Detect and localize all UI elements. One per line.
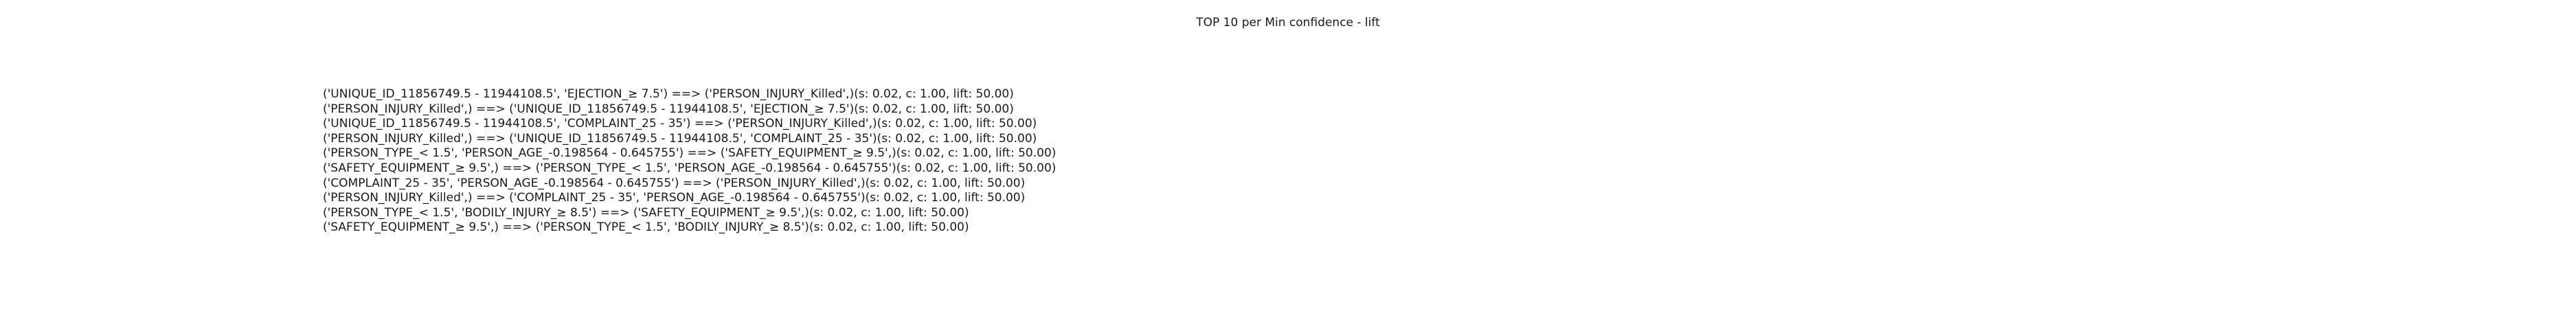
- rule-line: ('SAFETY_EQUIPMENT_≥ 9.5',) ==> ('PERSON…: [323, 161, 1057, 175]
- association-rules-list: ('UNIQUE_ID_11856749.5 - 11944108.5', 'E…: [323, 87, 1056, 236]
- rule-line: ('PERSON_INJURY_Killed',) ==> ('COMPLAIN…: [323, 191, 1026, 205]
- rule-line: ('UNIQUE_ID_11856749.5 - 11944108.5', 'E…: [323, 87, 1014, 101]
- chart-title: TOP 10 per Min confidence - lift: [1196, 16, 1380, 30]
- rule-line: ('PERSON_INJURY_Killed',) ==> ('UNIQUE_I…: [323, 102, 1014, 116]
- rule-line: ('SAFETY_EQUIPMENT_≥ 9.5',) ==> ('PERSON…: [323, 220, 969, 235]
- rule-line: ('PERSON_TYPE_< 1.5', 'BODILY_INJURY_≥ 8…: [323, 205, 969, 220]
- rule-line: ('PERSON_TYPE_< 1.5', 'PERSON_AGE_-0.198…: [323, 146, 1057, 161]
- rule-line: ('PERSON_INJURY_Killed',) ==> ('UNIQUE_I…: [323, 131, 1037, 146]
- rule-line: ('COMPLAINT_25 - 35', 'PERSON_AGE_-0.198…: [323, 176, 1026, 190]
- rule-line: ('UNIQUE_ID_11856749.5 - 11944108.5', 'C…: [323, 117, 1037, 131]
